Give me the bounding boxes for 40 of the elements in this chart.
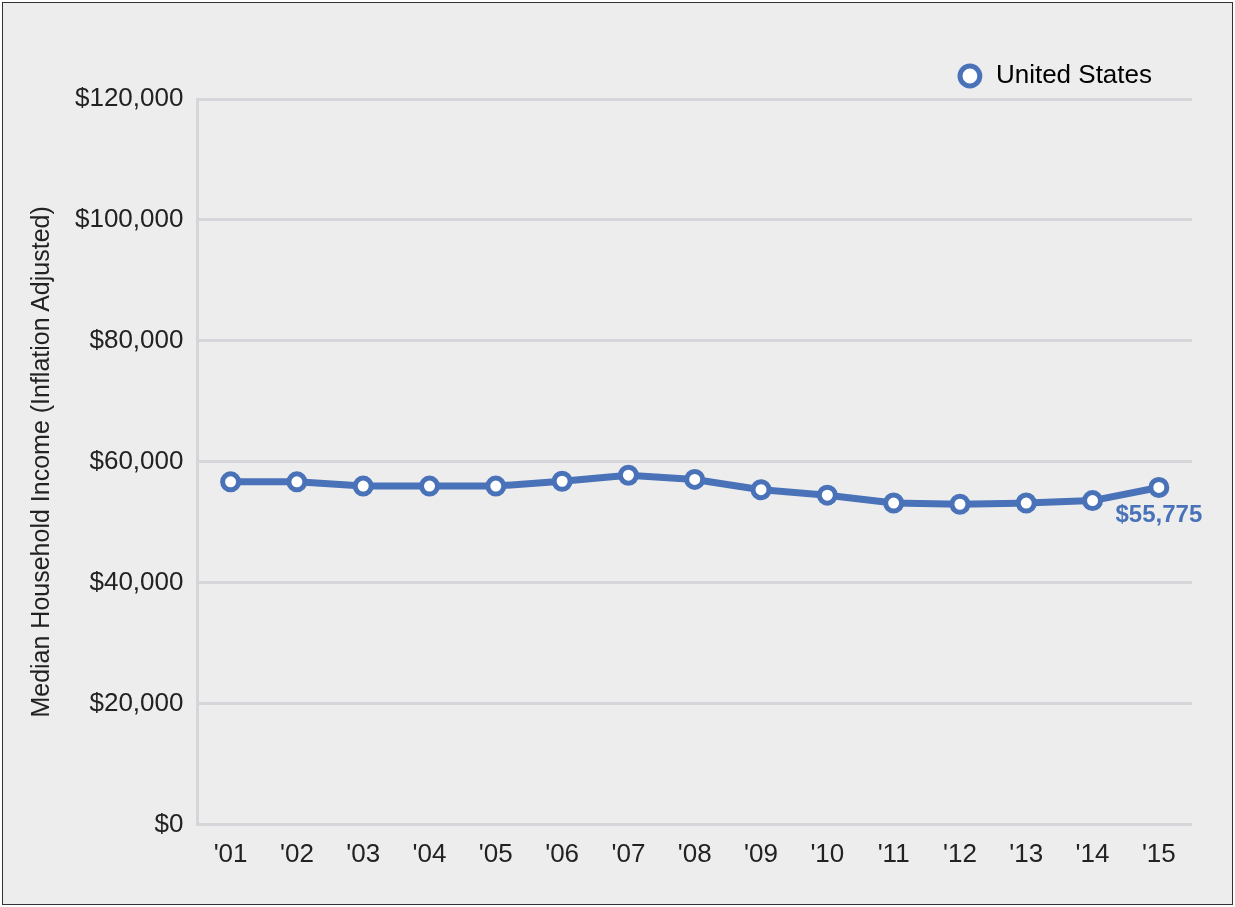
annotation: $55,775 (1115, 500, 1203, 528)
y-axis-title: Median Household Income (Inflation Adjusted) (25, 206, 54, 718)
x-tick-label: '04 (412, 837, 447, 868)
point (617, 464, 639, 486)
x-tick-label: '08 (677, 837, 712, 868)
point (352, 475, 374, 497)
x-tick-label: '05 (478, 837, 513, 868)
point (949, 493, 971, 515)
x-tick-label: '10 (810, 837, 845, 868)
y-tick-label: $20,000 (89, 687, 184, 718)
point (286, 471, 308, 493)
x-tick-label: '09 (744, 837, 778, 868)
point (220, 471, 242, 493)
y-tick-label: $60,000 (89, 445, 184, 476)
x-tick-label: '14 (1075, 837, 1110, 868)
point (551, 470, 573, 492)
y-tick-label: $40,000 (89, 566, 184, 597)
x-tick-label: '06 (545, 837, 580, 868)
x-tick-label: '12 (942, 837, 977, 868)
point (816, 484, 838, 506)
x-tick-label: '11 (877, 837, 910, 868)
point (1015, 492, 1037, 514)
point (485, 475, 507, 497)
point (883, 492, 905, 514)
y-tick-label: $80,000 (89, 324, 184, 355)
y-tick-label: $120,000 (74, 82, 184, 113)
point (1148, 476, 1170, 498)
x-tick-label: '01 (213, 837, 248, 868)
y-tick-label: $100,000 (74, 203, 184, 234)
point (684, 468, 706, 490)
x-tick-label: '07 (611, 837, 646, 868)
x-tick-label: '15 (1141, 837, 1176, 868)
point (1082, 490, 1104, 512)
legend-label: United States (995, 59, 1152, 90)
point (750, 479, 772, 501)
y-tick-label: $0 (154, 807, 184, 838)
x-tick-label: '02 (279, 837, 314, 868)
x-tick-label: '13 (1009, 837, 1044, 868)
x-tick-label: '03 (346, 837, 381, 868)
point (419, 475, 441, 497)
